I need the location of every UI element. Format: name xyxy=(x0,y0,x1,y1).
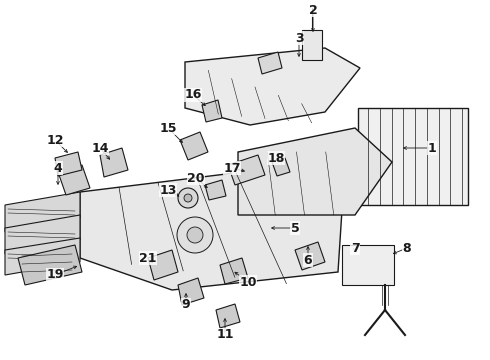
Circle shape xyxy=(187,227,203,243)
Text: 4: 4 xyxy=(53,162,62,175)
Text: 9: 9 xyxy=(182,298,190,311)
Polygon shape xyxy=(216,304,240,328)
Polygon shape xyxy=(5,238,80,275)
Bar xyxy=(302,30,322,60)
Polygon shape xyxy=(5,192,80,232)
Text: 13: 13 xyxy=(159,184,177,197)
Polygon shape xyxy=(100,148,128,177)
Polygon shape xyxy=(55,152,82,176)
Text: 17: 17 xyxy=(223,162,241,175)
Text: 7: 7 xyxy=(351,242,359,255)
Polygon shape xyxy=(205,180,226,200)
Polygon shape xyxy=(202,100,222,122)
Polygon shape xyxy=(18,245,82,285)
Polygon shape xyxy=(258,52,282,74)
Polygon shape xyxy=(178,278,204,305)
Polygon shape xyxy=(238,128,392,215)
Polygon shape xyxy=(5,215,80,254)
Text: 6: 6 xyxy=(304,253,312,266)
Polygon shape xyxy=(358,108,468,205)
Text: 14: 14 xyxy=(91,141,109,154)
Text: 1: 1 xyxy=(428,141,437,154)
Text: 3: 3 xyxy=(294,31,303,45)
Polygon shape xyxy=(220,258,248,284)
Polygon shape xyxy=(58,165,90,195)
Polygon shape xyxy=(272,158,290,176)
Polygon shape xyxy=(228,155,265,185)
Polygon shape xyxy=(185,48,360,125)
Bar xyxy=(342,245,394,285)
Polygon shape xyxy=(80,168,342,290)
Polygon shape xyxy=(180,132,208,160)
Text: 16: 16 xyxy=(184,89,202,102)
Text: 5: 5 xyxy=(291,221,299,234)
Text: 20: 20 xyxy=(187,171,205,184)
Text: 8: 8 xyxy=(403,242,411,255)
Text: 11: 11 xyxy=(216,328,234,342)
Text: 18: 18 xyxy=(268,152,285,165)
Circle shape xyxy=(177,217,213,253)
Circle shape xyxy=(178,188,198,208)
Text: 12: 12 xyxy=(46,134,64,147)
Polygon shape xyxy=(148,250,178,280)
Text: 19: 19 xyxy=(47,269,64,282)
Text: 21: 21 xyxy=(139,252,157,265)
Text: 2: 2 xyxy=(309,4,318,17)
Circle shape xyxy=(184,194,192,202)
Text: 15: 15 xyxy=(159,122,177,135)
Polygon shape xyxy=(295,242,325,270)
Text: 10: 10 xyxy=(239,275,257,288)
